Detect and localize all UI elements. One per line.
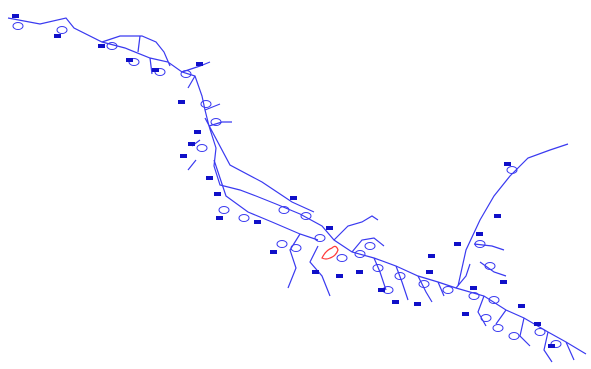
network-node-icon[interactable] xyxy=(480,314,492,322)
node-label-mark xyxy=(336,274,343,278)
network-line xyxy=(309,245,331,297)
network-line xyxy=(187,75,196,89)
node-label-mark xyxy=(188,142,195,146)
network-line xyxy=(519,317,531,347)
node-label-mark xyxy=(470,286,477,290)
network-node-icon[interactable] xyxy=(12,22,24,30)
network-node-icon[interactable] xyxy=(508,332,520,340)
network-node-icon[interactable] xyxy=(180,70,192,78)
network-line xyxy=(457,143,569,287)
node-label-mark xyxy=(152,68,159,72)
network-line xyxy=(543,331,553,363)
network-line xyxy=(287,233,301,289)
network-node-icon[interactable] xyxy=(218,206,230,214)
node-label-mark xyxy=(518,304,525,308)
network-line xyxy=(204,117,315,213)
network-line xyxy=(333,215,379,241)
network-node-icon[interactable] xyxy=(196,144,208,152)
network-node-icon[interactable] xyxy=(200,100,212,108)
node-label-mark xyxy=(414,302,421,306)
network-node-icon[interactable] xyxy=(56,26,68,34)
network-node-icon[interactable] xyxy=(418,280,430,288)
network-node-icon[interactable] xyxy=(468,292,480,300)
network-node-icon[interactable] xyxy=(336,254,348,262)
node-label-mark xyxy=(426,270,433,274)
network-node-icon[interactable] xyxy=(506,166,518,174)
network-node-icon[interactable] xyxy=(364,242,376,250)
network-node-icon[interactable] xyxy=(372,264,384,272)
node-label-mark xyxy=(196,62,203,66)
node-label-mark xyxy=(454,242,461,246)
node-label-mark xyxy=(500,280,507,284)
node-label-mark xyxy=(392,300,399,304)
network-line xyxy=(455,263,471,289)
node-label-mark xyxy=(428,254,435,258)
node-label-mark xyxy=(476,232,483,236)
network-node-icon[interactable] xyxy=(278,206,290,214)
network-node-icon[interactable] xyxy=(474,240,486,248)
network-node-icon[interactable] xyxy=(442,286,454,294)
network-line xyxy=(204,103,221,111)
node-label-mark xyxy=(178,100,185,104)
network-line xyxy=(137,35,141,53)
node-label-mark xyxy=(206,176,213,180)
network-node-icon[interactable] xyxy=(106,42,118,50)
network-line xyxy=(149,57,153,75)
network-node-icon[interactable] xyxy=(238,214,250,222)
network-node-icon[interactable] xyxy=(354,250,366,258)
network-lines xyxy=(7,17,587,363)
node-label-mark xyxy=(194,130,201,134)
node-label-mark xyxy=(98,44,105,48)
node-label-mark xyxy=(312,270,319,274)
network-node-icon[interactable] xyxy=(276,240,288,248)
node-label-mark xyxy=(270,250,277,254)
network-node-icon[interactable] xyxy=(210,118,222,126)
node-label-mark xyxy=(290,196,297,200)
network-line xyxy=(213,159,319,241)
network-node-icon[interactable] xyxy=(314,234,326,242)
node-label-mark xyxy=(462,312,469,316)
node-label-mark xyxy=(378,288,385,292)
node-label-mark xyxy=(180,154,187,158)
network-line xyxy=(373,257,387,291)
network-line xyxy=(101,35,171,67)
network-labels xyxy=(12,14,555,348)
network-node-icon[interactable] xyxy=(300,212,312,220)
highlighted-node-icon[interactable] xyxy=(321,245,339,260)
network-node-icon[interactable] xyxy=(488,296,500,304)
node-label-mark xyxy=(214,192,221,196)
node-label-mark xyxy=(254,220,261,224)
node-label-mark xyxy=(494,214,501,218)
node-label-mark xyxy=(356,270,363,274)
network-line xyxy=(395,265,409,301)
network-node-icon[interactable] xyxy=(394,272,406,280)
network-line xyxy=(565,341,575,361)
network-nodes xyxy=(12,22,562,348)
network-node-icon[interactable] xyxy=(290,244,302,252)
network-line xyxy=(187,159,197,171)
node-label-mark xyxy=(548,344,555,348)
network-line xyxy=(7,17,587,355)
network-node-icon[interactable] xyxy=(492,324,504,332)
node-label-mark xyxy=(126,58,133,62)
network-line xyxy=(495,309,507,325)
node-label-mark xyxy=(326,226,333,230)
network-line xyxy=(351,237,385,253)
network-node-icon[interactable] xyxy=(484,262,496,270)
network-node-icon[interactable] xyxy=(534,328,546,336)
network-line xyxy=(437,281,445,297)
node-label-mark xyxy=(504,162,511,166)
node-label-mark xyxy=(54,34,61,38)
node-label-mark xyxy=(534,322,541,326)
network-line xyxy=(473,243,505,251)
node-label-mark xyxy=(216,216,223,220)
node-label-mark xyxy=(12,14,19,18)
